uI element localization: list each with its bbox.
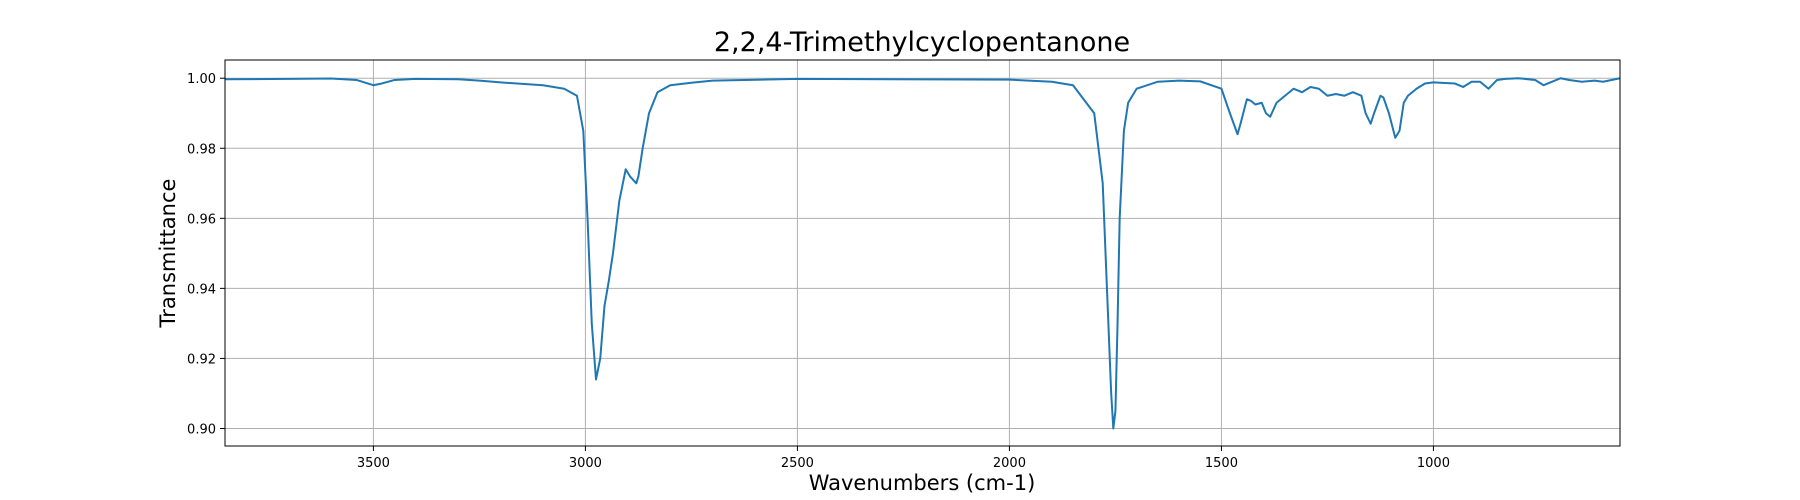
x-tick-label: 3000 (569, 456, 602, 471)
x-tick-label: 3500 (357, 456, 390, 471)
x-axis-title: Wavenumbers (cm-1) (809, 471, 1036, 495)
data-series (224, 77, 1621, 430)
grid (225, 60, 1620, 446)
y-tick-label: 1.00 (187, 72, 216, 87)
y-tick-label: 0.90 (187, 422, 216, 437)
y-tick-label: 0.94 (187, 282, 216, 297)
chart-title: 2,2,4-Trimethylcyclopentanone (714, 27, 1130, 58)
y-tick-label: 0.98 (187, 142, 216, 157)
x-tick-label: 2000 (993, 456, 1026, 471)
plot-area-frame (224, 59, 1621, 447)
x-tick-label: 1500 (1205, 456, 1238, 471)
x-tick-label: 1000 (1417, 456, 1450, 471)
y-tick-label: 0.92 (187, 352, 216, 367)
y-axis: 0.90 0.92 0.94 0.96 0.98 1.00 (187, 72, 225, 437)
y-axis-title: Transmittance (156, 179, 180, 329)
x-tick-label: 2500 (781, 456, 814, 471)
x-axis: 3500 3000 2500 2000 1500 1000 (357, 446, 1450, 471)
transmittance-line (224, 77, 1621, 430)
y-tick-label: 0.96 (187, 212, 216, 227)
